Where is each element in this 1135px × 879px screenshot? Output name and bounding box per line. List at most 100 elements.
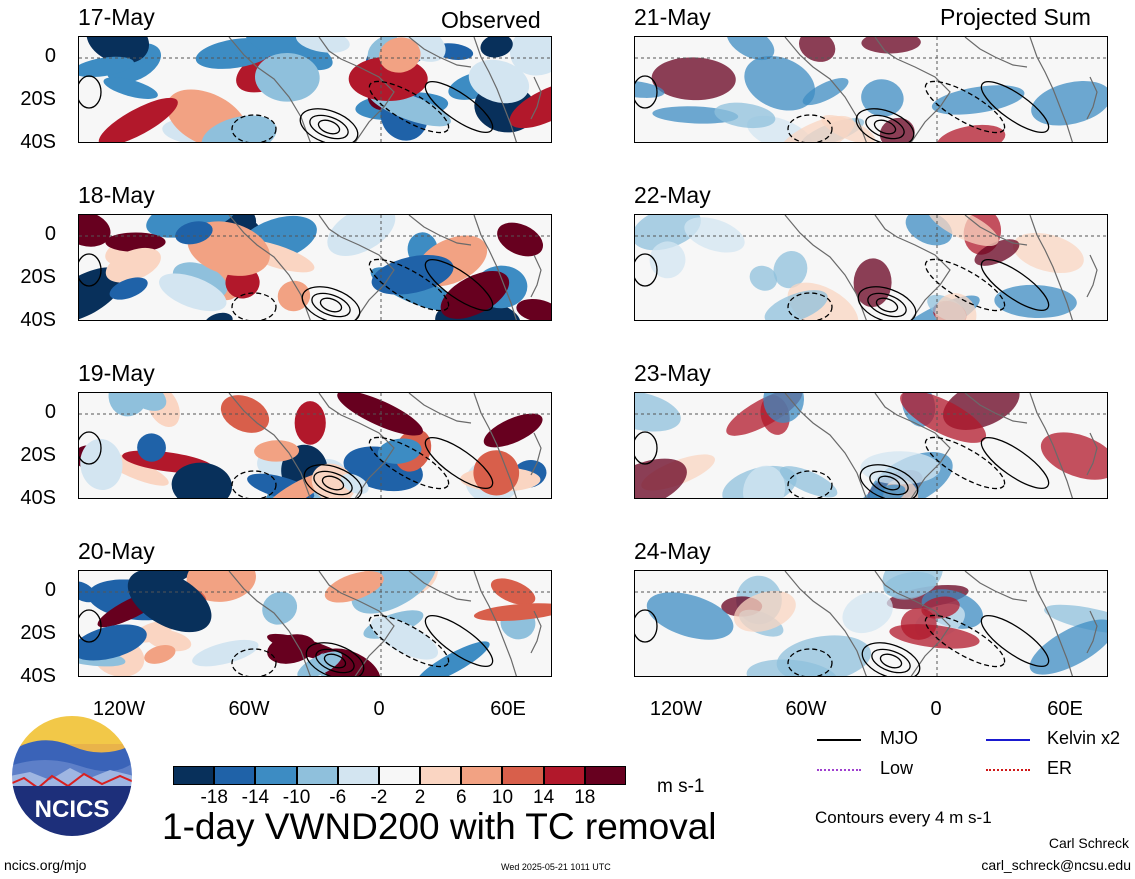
anomaly-blob [1044,604,1107,634]
anomaly-blob [192,639,259,667]
coastline [874,215,951,320]
anomaly-blob [79,581,97,603]
anomaly-blob [889,624,980,649]
anomaly-blob [921,596,960,619]
mjo-contour [424,615,494,667]
anomaly-blob [243,37,333,71]
colorbar-swatch [502,766,544,785]
mjo-contour [871,648,911,674]
colorbar-swatch [543,766,585,785]
colorbar-swatch [214,766,256,785]
legend-line-er [986,769,1030,771]
lat-tick: 40S [20,487,56,509]
anomaly-blob [744,55,816,111]
colorbar-tick-label: 2 [414,787,426,808]
colorbar-swatch [296,766,338,785]
mjo-contour [79,253,102,287]
panel-date-proj-0: 21-May [634,4,711,30]
anomaly-blob [743,465,786,498]
projected-panel [634,36,1108,143]
mjo-contour [303,464,363,498]
observed-panel [78,392,552,499]
author: Carl Schreck [1048,835,1129,851]
colorbar-swatch [255,766,297,785]
colorbar-tick-label: 18 [574,787,596,808]
anomaly-blob [497,222,544,257]
legend-label-kelvin: Kelvin x2 [1047,728,1121,748]
site-link[interactable]: ncics.org/mjo [4,857,87,873]
anomaly-blob [159,273,227,312]
coastline [408,215,472,246]
mjo-contour [924,614,1006,668]
mjo-contour [79,431,102,465]
anomaly-blob [201,115,277,142]
mjo-contour [424,81,494,133]
anomaly-blob [480,37,513,58]
panel-date-obs-0: 17-May [78,4,155,30]
anomaly-blob [79,215,111,247]
anomaly-blob [651,57,736,101]
mjo-contour [787,114,833,142]
coastline [473,393,517,498]
panel-date-obs-1: 18-May [78,182,155,208]
colorbar-swatch [420,766,462,785]
lat-tick: 20S [20,266,56,288]
mjo-contour [424,437,494,489]
anomaly-blob [79,56,134,78]
panel-date-obs-2: 19-May [78,360,155,386]
anomaly-blob [842,592,893,634]
observed-title: Observed [441,7,541,33]
mjo-contour [368,436,450,490]
lat-tick: 0 [44,223,56,245]
mjo-contour [787,648,833,676]
mjo-contour [368,258,450,312]
mjo-contour [877,475,901,491]
lon-tick-right-2: 0 [930,698,942,720]
anomaly-blob [936,124,1006,142]
mjo-contour [424,259,494,311]
colorbar-tick-label: 10 [491,787,514,808]
anomaly-blob [821,114,876,142]
mjo-contour [635,431,658,465]
coastline [530,76,542,120]
coastline [1086,76,1098,120]
mjo-contour [301,286,361,320]
lon-tick-left-1: 60W [228,698,270,720]
coastline [784,393,867,498]
anomaly-blob [646,592,734,640]
lat-tick: 20S [20,622,56,644]
legend-label-er: ER [1047,758,1073,778]
coastline [318,571,395,676]
email[interactable]: carl_schreck@ncsu.edu [981,857,1131,873]
anomaly-blob [483,413,543,448]
mjo-contour [319,297,343,313]
lat-tick: 40S [20,665,56,687]
mjo-contour [321,475,345,491]
anomaly-blob [773,251,808,289]
contour-note: Contours every 4 m s-1 [815,808,992,827]
panel-date-proj-2: 23-May [634,360,711,386]
mjo-contour [855,108,915,142]
anomaly-blob [311,463,356,498]
mjo-contour [869,470,909,496]
anomaly-blob [105,232,166,252]
mjo-contour [875,297,899,313]
anomaly-blob [440,271,510,319]
projected-panel [634,570,1108,677]
mjo-contour [309,114,349,140]
mjo-contour [231,648,277,676]
anomaly-blob [379,37,421,73]
anomaly-blob [204,312,233,320]
mjo-contour [861,642,921,676]
coastline [1086,432,1098,476]
lat-tick: 20S [20,88,56,110]
mjo-contour [231,292,277,320]
anomaly-blob [746,659,838,676]
mjo-contour [873,119,897,135]
anomaly-blob [635,80,665,98]
anomaly-blob [105,247,161,283]
coastline [530,254,542,298]
coastline [318,393,395,498]
anomaly-blob [416,641,490,676]
mjo-contour [980,81,1050,133]
